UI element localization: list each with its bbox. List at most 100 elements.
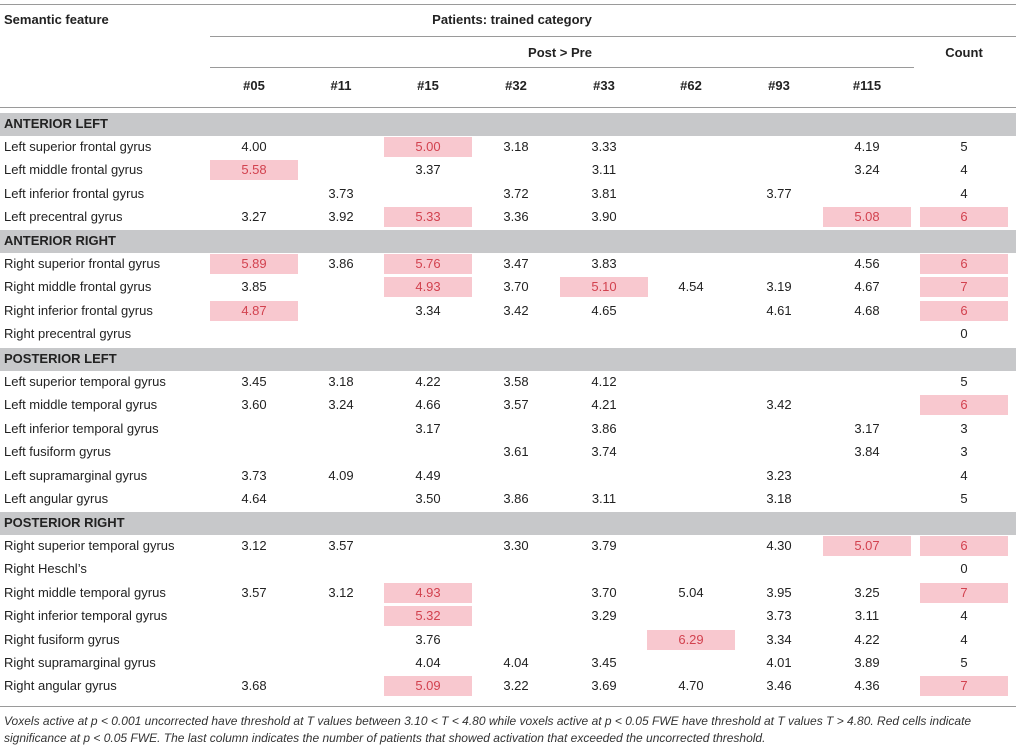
value-cell: 5.08 [823, 207, 911, 228]
row-label: Right middle temporal gyrus [4, 584, 166, 600]
value-cell: 3.11 [591, 162, 617, 178]
patient-header: #33 [593, 78, 615, 93]
section-title: POSTERIOR RIGHT [4, 515, 125, 530]
value-cell: 3.47 [503, 256, 529, 271]
value-cell [823, 395, 911, 415]
value-cell [297, 137, 385, 157]
value-cell [647, 653, 735, 673]
value-cell: 5.89 [210, 254, 298, 274]
value-cell: 3.42 [503, 302, 529, 318]
value-cell [297, 301, 385, 321]
value-cell [647, 207, 735, 227]
value-cell [647, 395, 735, 415]
value-cell: 3.57 [328, 538, 354, 553]
value-cell: 6.29 [647, 629, 735, 650]
value-cell [297, 559, 385, 579]
value-cell [735, 254, 823, 274]
value-cell [823, 184, 911, 204]
patient-header: #05 [243, 78, 265, 93]
count-cell: 4 [960, 467, 968, 483]
value-cell: 4.04 [503, 655, 529, 670]
row-label: Left angular gyrus [4, 491, 109, 506]
value-cell: 3.72 [503, 185, 529, 201]
value-cell: 4.65 [591, 302, 617, 318]
value-cell: 3.69 [591, 678, 617, 694]
value-cell [560, 559, 648, 579]
value-cell: 3.12 [328, 584, 354, 600]
value-cell: 5.04 [678, 584, 704, 600]
count-cell: 5 [960, 139, 968, 154]
header-bottom-rule [0, 107, 1016, 108]
value-cell [735, 372, 823, 392]
value-cell: 4.21 [591, 397, 617, 413]
table-footnote: Voxels active at p < 0.001 uncorrected h… [4, 714, 972, 745]
section-title: ANTERIOR LEFT [4, 116, 108, 131]
value-cell: 3.24 [328, 397, 354, 413]
value-cell: 3.81 [591, 185, 617, 201]
value-cell [647, 160, 735, 180]
value-cell [210, 630, 298, 650]
patient-header: #62 [680, 78, 702, 93]
value-cell: 4.30 [766, 538, 792, 553]
value-cell [647, 559, 735, 579]
value-cell: 3.57 [503, 397, 529, 413]
row-label: Right inferior temporal gyrus [4, 608, 168, 624]
value-cell [735, 419, 823, 439]
value-cell: 3.95 [766, 584, 792, 600]
value-cell: 3.18 [503, 139, 529, 154]
value-cell: 5.00 [384, 137, 472, 157]
value-cell: 3.17 [415, 420, 441, 436]
row-label: Left supramarginal gyrus [4, 467, 148, 483]
value-cell [384, 559, 472, 579]
value-cell: 3.30 [503, 538, 529, 553]
count-cell: 7 [920, 676, 1008, 697]
value-cell: 3.86 [503, 491, 529, 506]
value-cell: 3.34 [415, 302, 441, 318]
value-cell [823, 489, 911, 509]
value-cell [297, 277, 385, 297]
value-cell [472, 559, 560, 579]
value-cell [384, 442, 472, 462]
count-cell: 0 [960, 326, 968, 342]
value-cell: 3.57 [241, 584, 267, 600]
value-cell: 5.32 [384, 606, 472, 627]
value-cell [647, 489, 735, 509]
value-cell: 4.19 [854, 139, 880, 154]
value-cell [735, 559, 823, 579]
value-cell: 3.33 [591, 139, 617, 154]
value-cell: 3.85 [241, 279, 267, 295]
value-cell: 3.17 [854, 420, 880, 436]
value-cell: 4.00 [241, 139, 267, 154]
count-cell: 6 [920, 300, 1008, 321]
value-cell: 4.93 [384, 582, 472, 603]
value-cell [560, 466, 648, 486]
value-cell [297, 160, 385, 180]
value-cell [560, 324, 648, 344]
count-cell: 4 [960, 631, 968, 647]
section-header: POSTERIOR RIGHT [0, 512, 1016, 535]
value-cell: 3.12 [241, 538, 267, 553]
value-cell: 4.67 [854, 279, 880, 295]
value-cell: 3.79 [591, 538, 617, 553]
row-label: Right superior frontal gyrus [4, 256, 161, 271]
value-cell [560, 630, 648, 650]
value-cell: 3.23 [766, 467, 792, 483]
value-cell [735, 207, 823, 227]
value-cell: 4.56 [854, 256, 880, 271]
count-cell: 7 [920, 582, 1008, 603]
row-label: Left fusiform gyrus [4, 444, 111, 460]
row-label: Right fusiform gyrus [4, 631, 120, 647]
value-cell: 3.76 [415, 631, 441, 647]
value-cell [735, 160, 823, 180]
value-cell: 3.77 [766, 185, 792, 201]
value-cell [384, 184, 472, 204]
value-cell: 3.73 [766, 608, 792, 624]
value-cell: 4.68 [854, 302, 880, 318]
value-cell [823, 372, 911, 392]
value-cell: 3.46 [766, 678, 792, 694]
count-cell: 7 [920, 277, 1008, 298]
value-cell [297, 606, 385, 626]
value-cell [647, 324, 735, 344]
value-cell: 5.10 [560, 277, 648, 298]
value-cell: 4.87 [210, 300, 298, 321]
